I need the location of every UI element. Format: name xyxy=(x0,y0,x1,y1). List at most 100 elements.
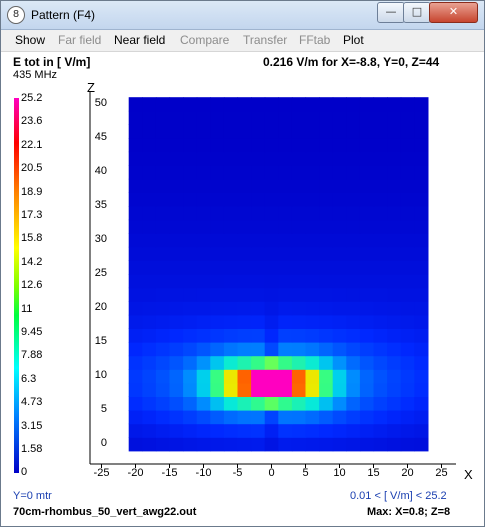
heatmap-cell xyxy=(264,260,279,275)
heatmap-cell xyxy=(400,410,415,425)
heatmap-cell xyxy=(223,138,239,153)
heatmap-cell xyxy=(223,437,239,452)
heatmap-cell xyxy=(319,301,334,316)
heatmap-cell xyxy=(400,124,415,139)
minimize-button[interactable]: — xyxy=(377,2,405,23)
heatmap-cell xyxy=(291,287,307,302)
menu-compare[interactable]: Compare xyxy=(180,33,230,47)
heatmap-cell xyxy=(387,396,402,411)
color-scale-value: 25.2 xyxy=(21,92,43,104)
menu-near-field[interactable]: Near field xyxy=(114,33,166,47)
heatmap-cell xyxy=(387,260,402,275)
heatmap-cell xyxy=(196,328,211,343)
heatmap-cell xyxy=(128,192,143,207)
color-scale-value: 9.45 xyxy=(21,326,43,338)
heatmap-cell xyxy=(196,437,211,452)
heatmap-cell xyxy=(251,151,266,166)
heatmap-cell xyxy=(305,314,320,329)
heatmap-cell xyxy=(346,192,361,207)
heatmap-cell xyxy=(142,192,157,207)
heatmap-cell xyxy=(251,342,266,357)
heatmap-cell xyxy=(128,219,143,234)
heatmap-cell xyxy=(291,328,307,343)
heatmap-cell xyxy=(183,233,198,248)
heatmap-cell xyxy=(237,138,252,153)
menu-far-field[interactable]: Far field xyxy=(58,33,102,47)
menu-fftab[interactable]: FFtab xyxy=(299,33,331,47)
title-bar[interactable]: 8 Pattern (F4) — □ ✕ xyxy=(1,1,484,30)
heatmap-cell xyxy=(278,301,293,316)
heatmap-cell xyxy=(319,97,334,112)
heatmap-cell xyxy=(278,97,293,112)
heatmap-cell xyxy=(319,151,334,166)
heatmap-cell xyxy=(291,410,307,425)
heatmap-cell xyxy=(251,396,266,411)
heatmap-cell xyxy=(332,382,347,397)
heatmap-cell xyxy=(400,314,415,329)
heatmap-cell xyxy=(264,138,279,153)
heatmap-cell xyxy=(210,382,225,397)
heatmap-cell xyxy=(210,97,225,112)
heatmap-cell xyxy=(278,410,293,425)
heatmap-cell xyxy=(223,124,239,139)
heatmap-cell xyxy=(332,165,347,180)
color-scale-value: 14.2 xyxy=(21,255,43,268)
heatmap-cell xyxy=(142,274,157,289)
heatmap-cell xyxy=(414,274,429,289)
heatmap-cell xyxy=(319,274,334,289)
heatmap-cell xyxy=(387,246,402,261)
heatmap-cell xyxy=(142,437,157,452)
heatmap-cell xyxy=(387,178,402,193)
heatmap-cell xyxy=(237,206,252,221)
heatmap-cell xyxy=(414,410,429,425)
z-tick-label: 5 xyxy=(100,403,107,415)
close-button[interactable]: ✕ xyxy=(429,2,478,23)
z-axis-label: Z xyxy=(87,80,95,95)
heatmap-cell xyxy=(237,301,252,316)
heatmap-cell xyxy=(359,206,375,221)
heatmap-cell xyxy=(128,369,143,384)
heatmap-cell xyxy=(373,260,388,275)
color-scale-value: 11 xyxy=(21,302,33,315)
heatmap-cell xyxy=(264,274,279,289)
heatmap-cell xyxy=(387,274,402,289)
heatmap-cell xyxy=(142,314,157,329)
heatmap-cell xyxy=(319,369,334,384)
heatmap-cell xyxy=(155,260,171,275)
heatmap-cell xyxy=(373,138,388,153)
menu-show[interactable]: Show xyxy=(15,33,46,47)
heatmap-cell xyxy=(169,274,184,289)
color-scale-value: 17.3 xyxy=(21,209,43,221)
heatmap-cell xyxy=(142,219,157,234)
heatmap-cell xyxy=(305,437,320,452)
heatmap-cell xyxy=(237,219,252,234)
menu-plot[interactable]: Plot xyxy=(343,33,364,47)
heatmap-cell xyxy=(319,342,334,357)
color-scale-value: 12.6 xyxy=(21,279,43,292)
heatmap-cell xyxy=(128,124,143,139)
heatmap-cell xyxy=(183,260,198,275)
color-scale-value: 4.73 xyxy=(21,396,43,409)
heatmap-cell xyxy=(169,382,184,397)
heatmap-cell xyxy=(387,369,402,384)
heatmap-cell xyxy=(291,124,307,139)
heatmap-cell xyxy=(387,233,402,248)
heatmap-cell xyxy=(414,355,429,370)
heatmap-cell xyxy=(332,369,347,384)
heatmap-cell xyxy=(210,396,225,411)
heatmap-cell xyxy=(223,165,239,180)
x-tick-label: -5 xyxy=(232,467,243,479)
heatmap-cell xyxy=(387,314,402,329)
heatmap-cell xyxy=(414,178,429,193)
value-range-label: 0.01 < [ V/m] < 25.2 xyxy=(350,490,447,502)
heatmap-cell xyxy=(210,355,225,370)
menu-transfer[interactable]: Transfer xyxy=(243,33,288,47)
heatmap-cell xyxy=(373,151,388,166)
near-field-plot[interactable] xyxy=(1,1,484,471)
z-tick-label: 25 xyxy=(94,267,107,279)
heatmap-cell xyxy=(196,369,211,384)
heatmap-cell xyxy=(264,301,279,316)
heatmap-cell xyxy=(264,110,279,125)
heatmap-cell xyxy=(414,260,429,275)
heatmap-cell xyxy=(223,287,239,302)
